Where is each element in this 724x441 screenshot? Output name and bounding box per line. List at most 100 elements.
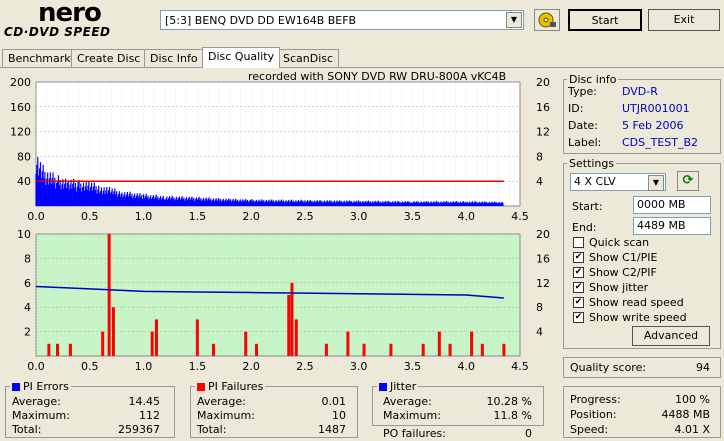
end-input[interactable]: 4489 MB <box>633 217 711 235</box>
checkbox-label: Show jitter <box>589 281 649 294</box>
x-tick-label: 1.5 <box>189 360 207 373</box>
tab-divider <box>0 67 724 68</box>
pi-failure-bar <box>150 331 154 356</box>
jitter-max-label: Maximum: <box>383 409 441 422</box>
pi-failure-bar <box>101 331 105 356</box>
pi-errors-total-label: Total: <box>12 423 42 436</box>
checkbox-label: Show read speed <box>589 296 684 309</box>
checkbox-label: Show C2/PIF <box>589 266 657 279</box>
start-input[interactable]: 0000 MB <box>633 196 711 214</box>
pi-errors-max-value: 112 <box>139 409 160 422</box>
checkbox-quick-scan[interactable] <box>573 237 584 248</box>
x-tick-label: 4.5 <box>511 360 529 373</box>
pi-errors-avg-label: Average: <box>12 395 61 408</box>
x-tick-label: 1.0 <box>135 360 153 373</box>
y-tick-label-right: 16 <box>536 252 550 265</box>
x-tick-label: 2.5 <box>296 360 314 373</box>
checkbox-show-c2-pif[interactable]: ✔ <box>573 267 584 278</box>
disc-id-value: UTJR001001 <box>622 102 690 115</box>
y-tick-label-right: 20 <box>536 76 550 89</box>
jitter-title-text: Jitter <box>390 380 417 393</box>
pi-failure-bar <box>470 331 474 356</box>
refresh-button[interactable]: ⟳ <box>677 171 699 191</box>
y-tick-label-right: 12 <box>536 126 550 139</box>
checkbox-label: Quick scan <box>589 236 650 249</box>
settings-group <box>563 163 721 349</box>
chevron-down-icon[interactable]: ▼ <box>506 12 522 28</box>
start-button[interactable]: Start <box>568 9 642 31</box>
pi-failure-bar <box>154 319 158 356</box>
pi-failure-bar <box>287 295 291 356</box>
y-tick-label-right: 4 <box>536 326 543 339</box>
x-tick-label: 0.0 <box>27 210 45 223</box>
pi-failure-bar <box>448 343 452 356</box>
disc-label-label: Label: <box>568 136 602 149</box>
speed-select[interactable]: 4 X CLV ▼ <box>570 173 666 191</box>
chevron-down-icon[interactable]: ▼ <box>648 175 664 191</box>
disc-info-group <box>563 79 721 154</box>
disc-id-label: ID: <box>568 102 584 115</box>
pi-failure-bar <box>362 343 366 356</box>
y-tick-label-left: 80 <box>17 150 31 163</box>
quality-score-value: 94 <box>696 361 710 374</box>
checkbox-show-c1-pie[interactable]: ✔ <box>573 252 584 263</box>
speed-select-value: 4 X CLV <box>574 175 616 188</box>
pi-failure-bar <box>254 343 258 356</box>
pi-failures-max-value: 10 <box>332 409 346 422</box>
exit-button[interactable]: Exit <box>648 9 720 31</box>
eject-button[interactable] <box>534 9 560 31</box>
pi-failure-bar <box>421 343 425 356</box>
pi-errors-total-value: 259367 <box>118 423 160 436</box>
pi-errors-title: PI Errors <box>10 380 71 393</box>
jitter-line <box>35 285 504 299</box>
pi-failure-bar <box>47 343 51 356</box>
checkbox-label: Show write speed <box>589 311 687 324</box>
progress-box <box>563 386 721 438</box>
pi-failure-bar <box>389 343 393 356</box>
pi-failure-bar <box>244 331 248 356</box>
x-tick-label: 4.5 <box>511 210 529 223</box>
y-tick-label-right: 8 <box>536 301 543 314</box>
jitter-color-swatch <box>379 382 387 391</box>
checkbox-show-jitter[interactable]: ✔ <box>573 282 584 293</box>
drive-select-value: [5:3] BENQ DVD DD EW164B BEFB <box>165 14 357 27</box>
progress-value: 100 % <box>675 393 710 406</box>
pi-errors-title-text: PI Errors <box>23 380 69 393</box>
quality-score-label: Quality score: <box>570 361 647 374</box>
pi-failures-avg-label: Average: <box>197 395 246 408</box>
pi-failure-bar <box>437 331 441 356</box>
disc-date-value: 5 Feb 2006 <box>622 119 684 132</box>
tab-benchmark[interactable]: Benchmark <box>2 49 77 67</box>
pi-failures-max-label: Maximum: <box>197 409 255 422</box>
pi-errors-avg-value: 14.45 <box>128 395 161 408</box>
x-tick-label: 2.0 <box>242 360 260 373</box>
disc-type-label: Type: <box>568 85 597 98</box>
pi-failure-bar <box>346 331 350 356</box>
pi-failure-bar <box>68 343 72 356</box>
drive-select[interactable]: [5:3] BENQ DVD DD EW164B BEFB ▼ <box>160 10 524 30</box>
y-tick-label-left: 160 <box>10 101 31 114</box>
advanced-button[interactable]: Advanced <box>632 326 710 346</box>
pi-failures-group <box>190 386 358 438</box>
tab-disc-info[interactable]: Disc Info <box>144 49 204 67</box>
tab-create-disc[interactable]: Create Disc <box>71 49 147 67</box>
x-tick-label: 3.0 <box>350 210 368 223</box>
checkbox-show-write-speed[interactable]: ✔ <box>573 312 584 323</box>
x-tick-label: 4.0 <box>457 360 475 373</box>
tab-scandisc[interactable]: ScanDisc <box>277 49 340 67</box>
y-tick-label-right: 16 <box>536 101 550 114</box>
tab-disc-quality[interactable]: Disc Quality <box>202 47 281 68</box>
pi-failure-bar <box>324 343 328 356</box>
disc-icon <box>538 12 556 28</box>
po-failures-label: PO failures: <box>383 427 446 440</box>
y-tick-label-left: 10 <box>17 228 31 241</box>
pi-failures-color-swatch <box>197 382 205 391</box>
y-tick-label-right: 8 <box>536 150 543 163</box>
jitter-avg-value: 10.28 % <box>486 395 532 408</box>
chart-pi-errors-svg: 200 160 120 80 40 20 16 12 8 4 0.0 0.5 1.0 1.5 2.0 2.5 3… <box>10 76 550 223</box>
y-tick-label-left: 4 <box>24 301 31 314</box>
pi-failure-bar <box>294 319 298 356</box>
jitter-max-value: 11.8 % <box>493 409 532 422</box>
settings-title: Settings <box>567 157 617 170</box>
checkbox-show-read-speed[interactable]: ✔ <box>573 297 584 308</box>
